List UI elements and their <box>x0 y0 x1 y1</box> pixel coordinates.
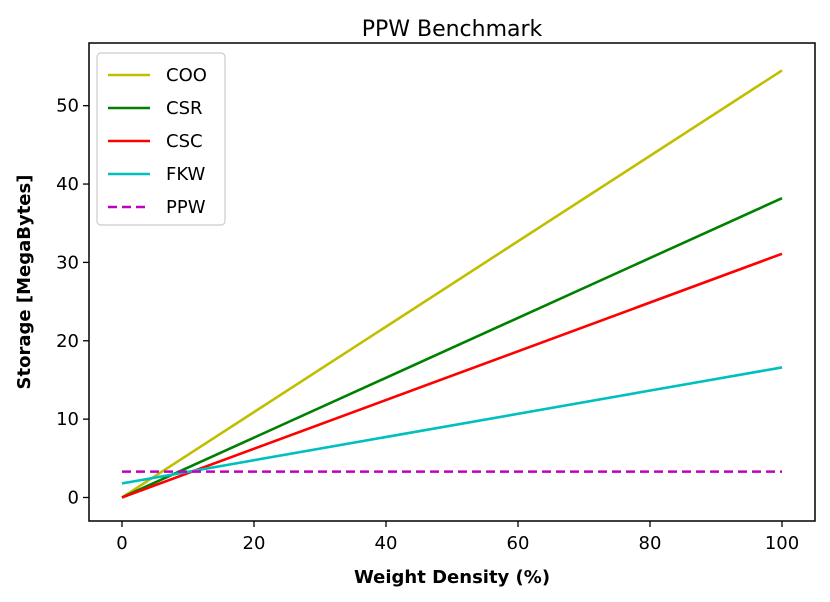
series-line-csc <box>121 252 783 499</box>
y-tick-label: 40 <box>56 174 79 195</box>
plot-frame <box>88 42 816 522</box>
x-axis: 0 20 40 60 80 100 <box>116 521 799 554</box>
plot-lines <box>121 69 783 499</box>
x-tick-label: 60 <box>507 533 530 554</box>
legend: COO CSR CSC FKW PPW <box>96 52 226 226</box>
y-tick-label: 20 <box>56 331 79 352</box>
legend-label-csc: CSC <box>166 131 203 152</box>
y-tick-label: 0 <box>68 487 79 508</box>
legend-label-csr: CSR <box>166 98 203 119</box>
y-axis: 0 10 20 30 40 50 <box>56 96 89 508</box>
chart-title: PPW Benchmark <box>362 17 543 42</box>
x-tick-label: 100 <box>765 533 799 554</box>
y-tick-label: 30 <box>56 252 79 273</box>
series-line-coo <box>121 69 783 499</box>
legend-label-fkw: FKW <box>166 164 206 185</box>
legend-box <box>96 52 226 226</box>
x-axis-label: Weight Density (%) <box>354 567 550 588</box>
series-line-csr <box>121 196 783 499</box>
y-axis-label: Storage [MegaBytes] <box>14 175 35 390</box>
y-tick-label: 50 <box>56 96 79 117</box>
x-tick-label: 40 <box>375 533 398 554</box>
legend-label-coo: COO <box>166 65 207 86</box>
series-line-fkw <box>121 366 783 485</box>
legend-label-ppw: PPW <box>166 197 206 218</box>
x-tick-label: 20 <box>243 533 266 554</box>
y-tick-label: 10 <box>56 409 79 430</box>
x-tick-label: 80 <box>639 533 662 554</box>
x-tick-label: 0 <box>116 533 127 554</box>
